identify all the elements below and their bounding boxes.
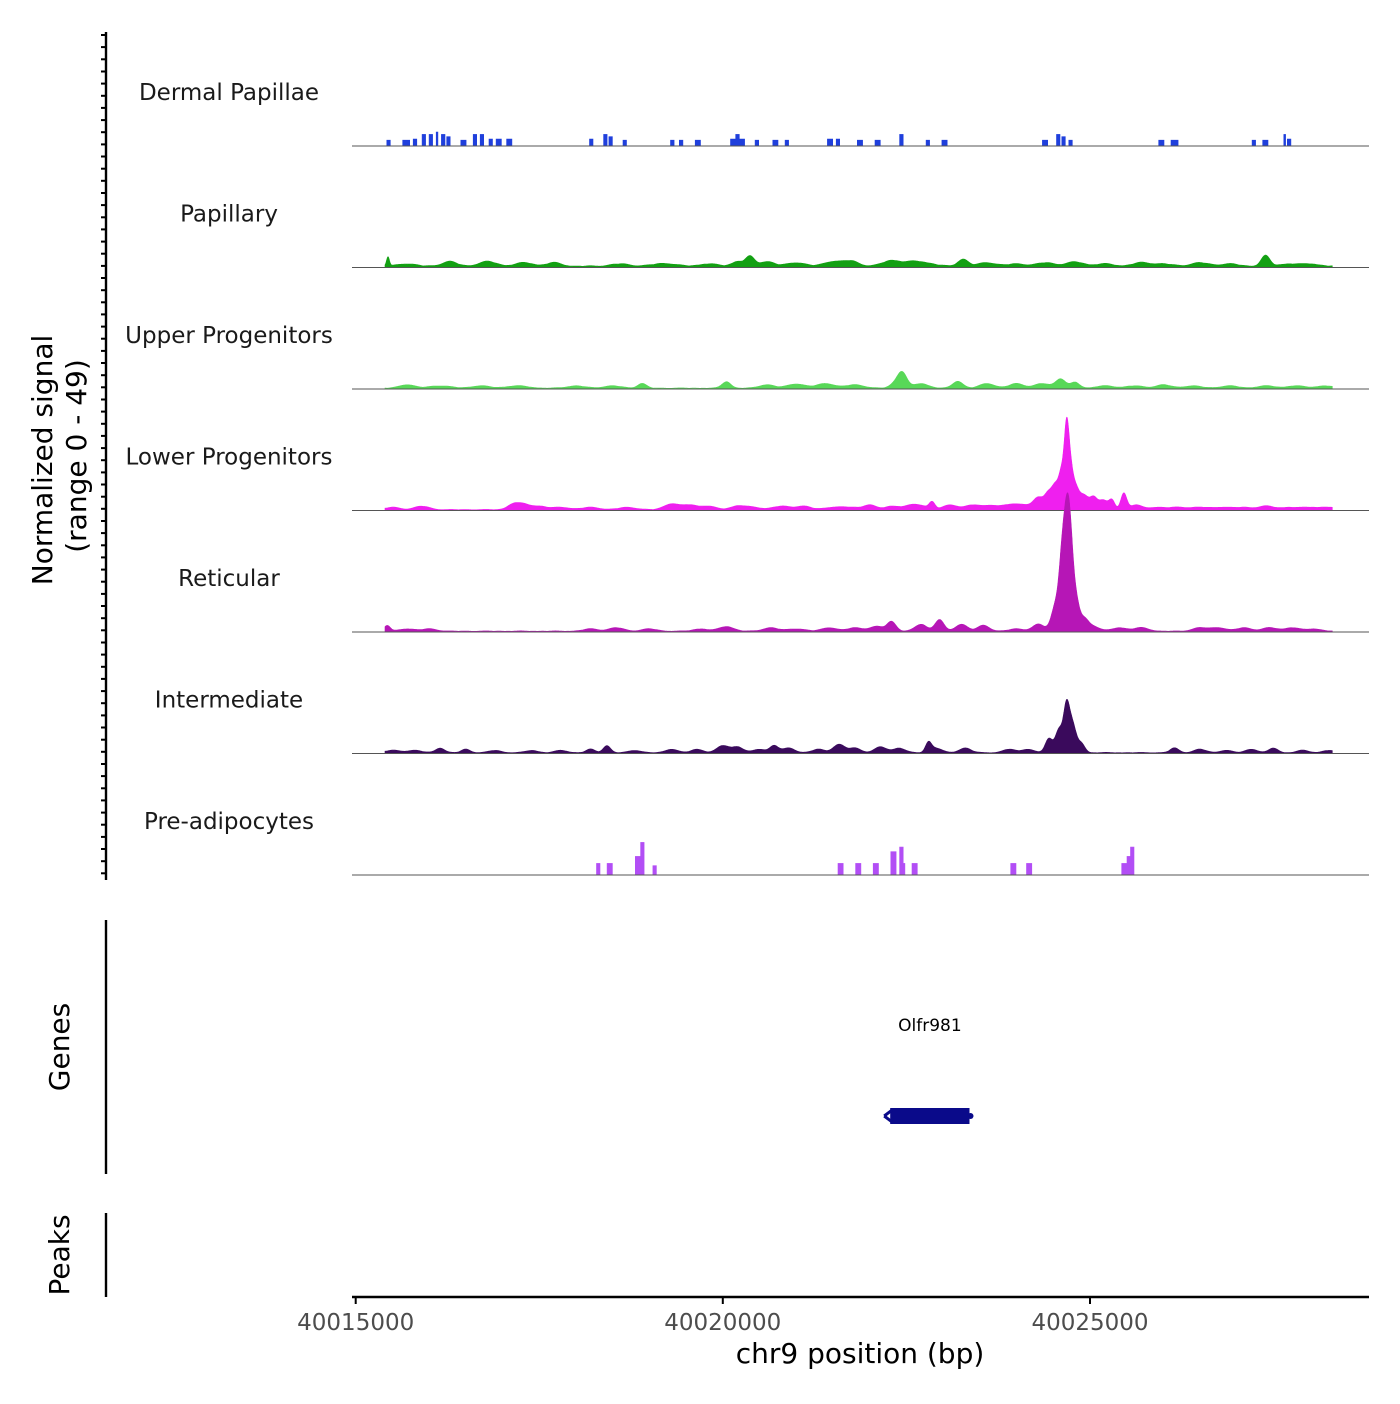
track-lower-progenitors: Lower Progenitors bbox=[126, 416, 1369, 511]
track-label-papillary: Papillary bbox=[180, 202, 278, 228]
x-axis-ticks: 40015000 40020000 40025000 bbox=[297, 1297, 1149, 1336]
signal-axis-title-line1: Normalized signal bbox=[26, 335, 59, 586]
track-signal-dermal-papillae bbox=[385, 131, 1333, 147]
track-dermal-papillae: Dermal Papillae bbox=[139, 80, 1369, 147]
x-tick-label: 40025000 bbox=[1031, 1310, 1148, 1336]
track-signal-papillary bbox=[384, 254, 1333, 268]
track-label-upper-progenitors: Upper Progenitors bbox=[125, 323, 333, 349]
track-label-intermediate: Intermediate bbox=[155, 688, 303, 714]
x-axis-title: chr9 position (bp) bbox=[736, 1337, 985, 1370]
track-papillary: Papillary bbox=[180, 202, 1369, 268]
gene-body-olfr981 bbox=[890, 1108, 970, 1124]
track-signal-intermediate bbox=[384, 699, 1333, 754]
track-upper-progenitors: Upper Progenitors bbox=[125, 323, 1369, 390]
track-signal-lower-progenitors bbox=[384, 416, 1333, 511]
track-pre-adipocytes: Pre-adipocytes bbox=[144, 809, 1369, 876]
signal-axis-ticks bbox=[101, 34, 106, 875]
gene-label-olfr981: Olfr981 bbox=[898, 1016, 962, 1036]
track-intermediate: Intermediate bbox=[155, 688, 1369, 754]
track-signal-upper-progenitors bbox=[384, 371, 1333, 390]
peaks-axis-title: Peaks bbox=[43, 1214, 76, 1295]
track-label-pre-adipocytes: Pre-adipocytes bbox=[144, 809, 314, 835]
coverage-tracks: Dermal Papillae Papillary Upper Progenitor… bbox=[125, 80, 1369, 876]
genes-axis-title: Genes bbox=[43, 1003, 76, 1091]
gene-strand-arrow-olfr981 bbox=[883, 1108, 894, 1124]
signal-axis-title-line2: (range 0 - 49) bbox=[60, 359, 93, 553]
track-label-reticular: Reticular bbox=[178, 566, 280, 592]
gene-end-mark-olfr981 bbox=[967, 1113, 974, 1119]
gene-track: Olfr981 bbox=[883, 1016, 974, 1124]
signal-axis-title: Normalized signal (range 0 - 49) bbox=[26, 335, 93, 586]
track-label-lower-progenitors: Lower Progenitors bbox=[126, 445, 333, 471]
track-label-dermal-papillae: Dermal Papillae bbox=[139, 80, 319, 106]
x-tick-label: 40020000 bbox=[664, 1310, 781, 1336]
x-tick-label: 40015000 bbox=[297, 1310, 414, 1336]
track-signal-pre-adipocytes bbox=[385, 842, 1333, 876]
track-signal-reticular bbox=[384, 492, 1333, 633]
track-reticular: Reticular bbox=[178, 492, 1369, 633]
